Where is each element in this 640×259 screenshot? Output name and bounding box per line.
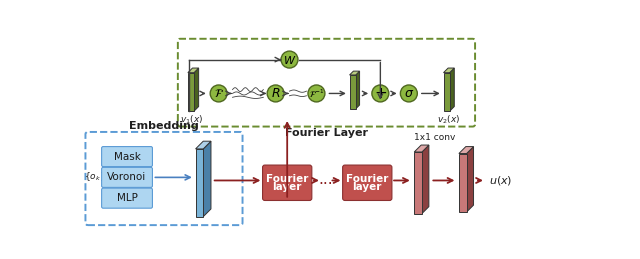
Circle shape [210,85,227,102]
Text: +: + [374,86,387,101]
Polygon shape [422,145,429,214]
Text: layer: layer [273,182,302,192]
Text: Mask: Mask [113,152,140,162]
Circle shape [308,85,325,102]
FancyBboxPatch shape [102,147,152,167]
Polygon shape [194,68,198,111]
Polygon shape [349,75,356,109]
Polygon shape [444,68,454,73]
Text: $\mathcal{F}$: $\mathcal{F}$ [214,88,223,99]
Text: Fourier: Fourier [266,174,308,184]
Circle shape [267,85,284,102]
Text: $W$: $W$ [283,54,296,66]
Polygon shape [204,141,211,217]
Text: layer: layer [353,182,382,192]
Polygon shape [356,71,360,109]
Polygon shape [188,68,198,73]
Polygon shape [414,145,429,152]
Text: $R$: $R$ [271,87,280,100]
Text: $\sigma$: $\sigma$ [404,87,414,100]
Polygon shape [349,71,360,75]
FancyBboxPatch shape [102,188,152,208]
Text: $\{o_k\}_{k=1}^n$: $\{o_k\}_{k=1}^n$ [84,171,122,184]
Polygon shape [450,68,454,111]
FancyBboxPatch shape [342,165,392,200]
Text: Fourier Layer: Fourier Layer [285,128,368,138]
Text: $v_2(x)$: $v_2(x)$ [436,113,460,126]
Polygon shape [444,73,450,111]
Circle shape [281,51,298,68]
Text: 1x1 conv: 1x1 conv [414,133,456,142]
Text: $u(x)$: $u(x)$ [489,174,513,187]
Text: $v_1(x)$: $v_1(x)$ [180,113,204,126]
Polygon shape [196,141,211,149]
Text: ...: ... [318,172,333,187]
Circle shape [401,85,417,102]
Text: MLP: MLP [116,193,138,203]
FancyBboxPatch shape [178,39,475,127]
Text: $\mathcal{F}^{-1}$: $\mathcal{F}^{-1}$ [308,87,324,100]
Circle shape [372,85,389,102]
Polygon shape [188,73,194,111]
Text: Voronoi: Voronoi [108,172,147,182]
Polygon shape [414,152,422,214]
Polygon shape [459,147,474,154]
Text: Fourier: Fourier [346,174,388,184]
Polygon shape [467,147,474,212]
Text: Embedding: Embedding [129,121,199,131]
Polygon shape [196,149,204,217]
FancyBboxPatch shape [102,167,152,188]
FancyBboxPatch shape [86,132,243,225]
Polygon shape [459,154,467,212]
FancyBboxPatch shape [262,165,312,200]
